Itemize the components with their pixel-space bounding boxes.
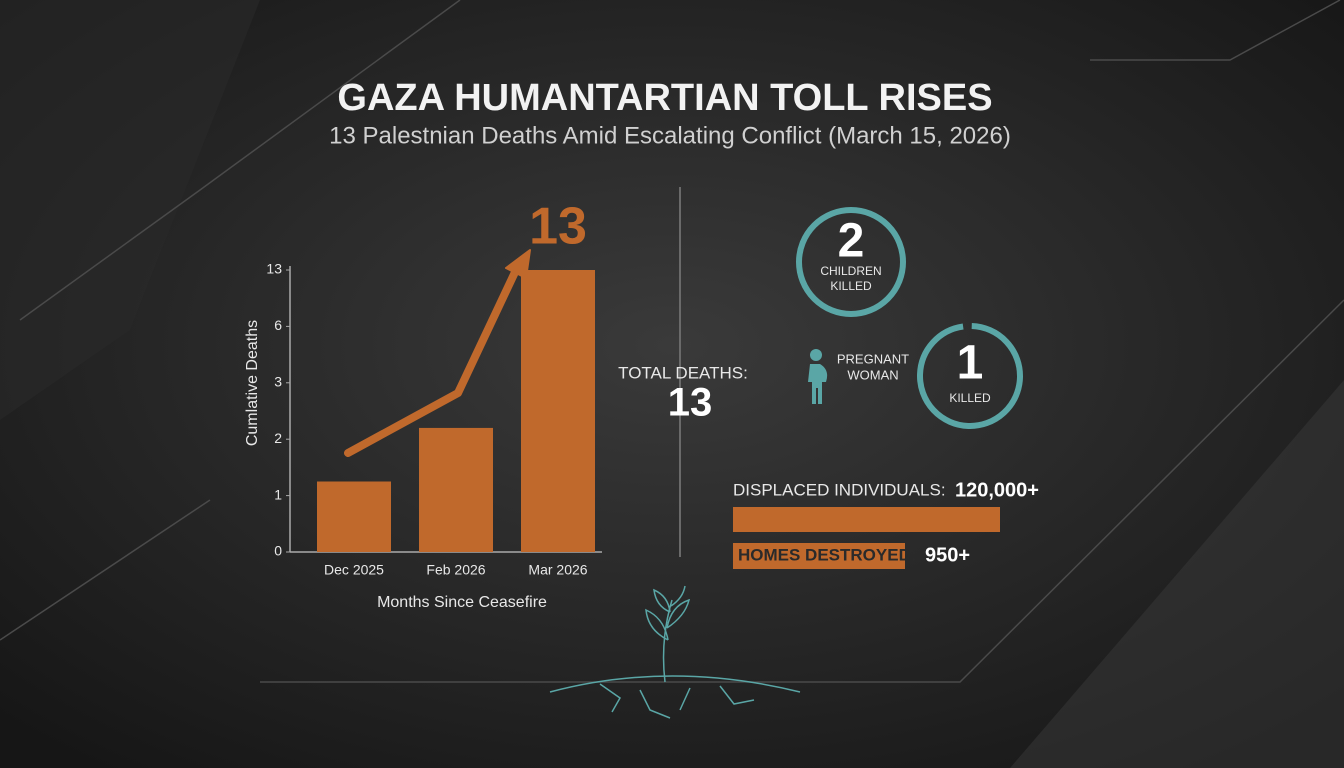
ring [796, 207, 906, 317]
title: GAZA HUMANTARTIAN TOLL RISES [337, 77, 992, 119]
y-tick-label: 0 [274, 543, 282, 559]
y-tick-label: 3 [274, 374, 282, 390]
trend-arrow [344, 249, 531, 457]
sprout-illustration [549, 585, 801, 719]
bar [419, 427, 493, 552]
data-label: 13 [529, 198, 587, 256]
y-axis-title: Cumlative Deaths [244, 320, 261, 446]
bar [317, 481, 391, 552]
pregnant-value: 1 [957, 337, 984, 390]
y-tick-label: 6 [274, 317, 282, 333]
pregnant-label: WOMAN [847, 367, 898, 382]
displaced-value: 120,000+ [955, 479, 1039, 501]
x-tick-label: Mar 2026 [528, 562, 587, 578]
highlight-bar [733, 507, 1000, 532]
subtitle: 13 Palestnian Deaths Amid Escalating Con… [329, 122, 1011, 149]
y-tick-label: 13 [266, 261, 282, 277]
pregnant-icon [808, 349, 828, 404]
children-value: 2 [838, 215, 865, 268]
pregnant-caption: KILLED [949, 391, 991, 405]
homes-value: 950+ [925, 544, 970, 566]
homes-label: HOMES DESTROYED: [738, 545, 917, 564]
x-tick-label: Dec 2025 [324, 562, 384, 578]
pregnant-label: PREGNANT [837, 351, 909, 366]
y-tick-label: 2 [274, 430, 282, 446]
x-tick-label: Feb 2026 [426, 562, 485, 578]
bar-chart: Cumlative Deaths Months Since Ceasefire … [244, 198, 602, 611]
total-deaths-label: TOTAL DEATHS: [618, 363, 748, 382]
highlight-bar [733, 543, 905, 569]
ring [917, 322, 1023, 429]
bar [521, 270, 595, 552]
x-axis-title: Months Since Ceasefire [377, 594, 547, 611]
y-tick-label: 1 [274, 486, 282, 502]
children-label: CHILDREN [820, 264, 881, 278]
children-label: KILLED [830, 279, 872, 293]
displaced-label: DISPLACED INDIVIDUALS: [733, 480, 946, 499]
total-deaths-value: 13 [668, 381, 713, 425]
